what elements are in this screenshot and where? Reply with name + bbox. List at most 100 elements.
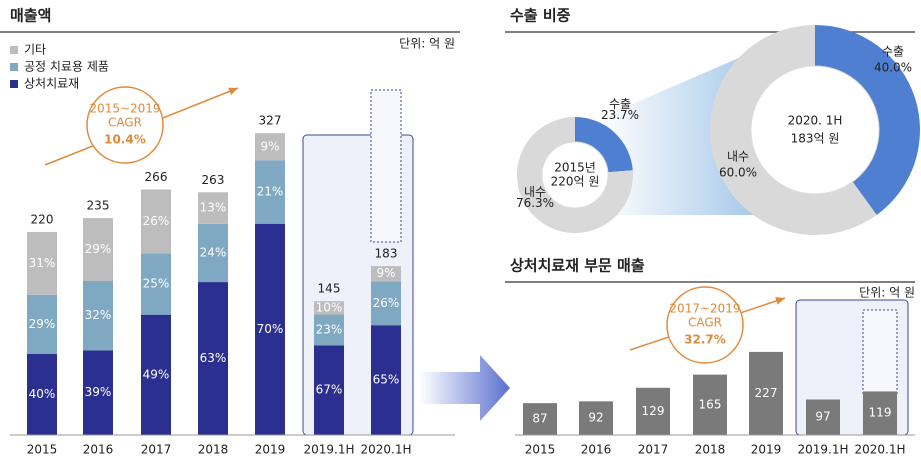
segment-label: 39% [85, 385, 112, 399]
total-label: 263 [202, 173, 225, 187]
x-tick-label: 2016 [83, 443, 114, 457]
total-label: 183 [375, 247, 398, 261]
x-tick-label: 2019.1H [303, 443, 354, 457]
total-label: 220 [31, 212, 54, 226]
bar-segment [314, 314, 344, 346]
legend-swatch [10, 46, 18, 54]
pie-slice [575, 117, 633, 173]
bar-segment [27, 353, 57, 435]
bar-label: 227 [755, 386, 778, 400]
bar [693, 374, 727, 435]
bar [806, 399, 840, 435]
total-label: 145 [318, 282, 341, 296]
bar-segment [371, 325, 401, 435]
pie-hole [541, 141, 609, 209]
bar-segment [83, 350, 113, 435]
chart-title: 수출 비중 [510, 7, 571, 25]
x-tick-label: 2017 [638, 443, 669, 457]
x-tick-label: 2017 [141, 443, 172, 457]
bar-segment [198, 192, 228, 224]
x-tick-label: 2016 [581, 443, 612, 457]
total-label: 327 [259, 114, 282, 128]
bar-segment [314, 301, 344, 315]
legend-label: 공정 치료용 제품 [24, 60, 109, 74]
bar-segment [371, 266, 401, 282]
slice-value: 60.0% [719, 165, 757, 179]
bar-segment [255, 223, 285, 435]
x-tick-label: 2015 [525, 443, 556, 457]
segment-label: 10% [316, 300, 343, 314]
pie-center-label: 183억 원 [791, 132, 840, 146]
bar-segment [198, 282, 228, 435]
x-tick-label: 2019.1H [797, 443, 848, 457]
cagr-text: CAGR [688, 316, 722, 330]
placeholder-box [370, 89, 402, 243]
segment-label: 9% [260, 139, 279, 153]
bar-segment [83, 280, 113, 351]
bar [523, 403, 557, 435]
pie-slice [815, 25, 920, 215]
bar-segment [371, 281, 401, 326]
cagr-arrow-head [775, 297, 785, 305]
segment-label: 29% [85, 242, 112, 256]
bar-segment [141, 314, 171, 435]
segment-label: 13% [200, 201, 227, 215]
x-tick-label: 2018 [695, 443, 726, 457]
slice-value: 23.7% [601, 108, 639, 122]
segment-label: 63% [200, 351, 227, 365]
bar [636, 387, 670, 435]
pie-hole [750, 65, 880, 195]
segment-label: 32% [85, 308, 112, 322]
legend-label: 상처치료재 [24, 77, 79, 91]
legend-swatch [10, 63, 18, 71]
x-tick-label: 2018 [198, 443, 229, 457]
slice-value: 40.0% [874, 60, 912, 74]
pie-center-label: 2015년 [554, 161, 596, 175]
bar [579, 401, 613, 435]
flow-arrow [420, 355, 510, 421]
bar-segment [141, 253, 171, 315]
cagr-text: 32.7% [684, 333, 726, 347]
slice-name: 수출 [609, 97, 631, 111]
pie-center-label: 2020. 1H [788, 114, 843, 128]
segment-label: 21% [257, 185, 284, 199]
bar-segment [255, 133, 285, 161]
bar [749, 351, 783, 435]
bar-segment [314, 345, 344, 435]
cagr-text: 2015~2019 [89, 102, 160, 116]
slice-name: 수출 [882, 45, 904, 59]
bar [863, 391, 897, 435]
x-tick-label: 2019 [255, 443, 286, 457]
segment-label: 40% [29, 387, 56, 401]
bar-segment [255, 160, 285, 224]
bar-segment [198, 223, 228, 283]
bar-segment [27, 294, 57, 354]
x-tick-label: 2019 [751, 443, 782, 457]
bar-label: 87 [532, 412, 547, 426]
cagr-arrow-head [228, 87, 238, 96]
cagr-text: 10.4% [104, 133, 146, 147]
segment-label: 26% [373, 296, 400, 310]
segment-label: 25% [143, 277, 170, 291]
segment-label: 23% [316, 322, 343, 336]
cagr-text: CAGR [108, 116, 142, 130]
pie-slice [517, 117, 633, 233]
slice-name: 내수 [524, 185, 546, 199]
bar-label: 97 [815, 410, 830, 424]
segment-label: 9% [376, 266, 395, 280]
chart-title: 상처치료재 부문 매출 [510, 257, 645, 275]
chart-title: 매출액 [10, 7, 51, 25]
unit: 단위: 억 원 [859, 286, 915, 300]
slice-value: 76.3% [516, 196, 554, 210]
pie-center-label: 220억 원 [551, 175, 600, 189]
legend-label: 기타 [24, 43, 46, 57]
segment-label: 29% [29, 317, 56, 331]
segment-label: 70% [257, 322, 284, 336]
x-tick-label: 2015 [27, 443, 58, 457]
segment-label: 67% [316, 383, 343, 397]
bar-label: 92 [588, 411, 603, 425]
total-label: 235 [87, 199, 110, 213]
bar-label: 129 [642, 404, 665, 418]
cagr-text: 2017~2019 [669, 302, 740, 316]
